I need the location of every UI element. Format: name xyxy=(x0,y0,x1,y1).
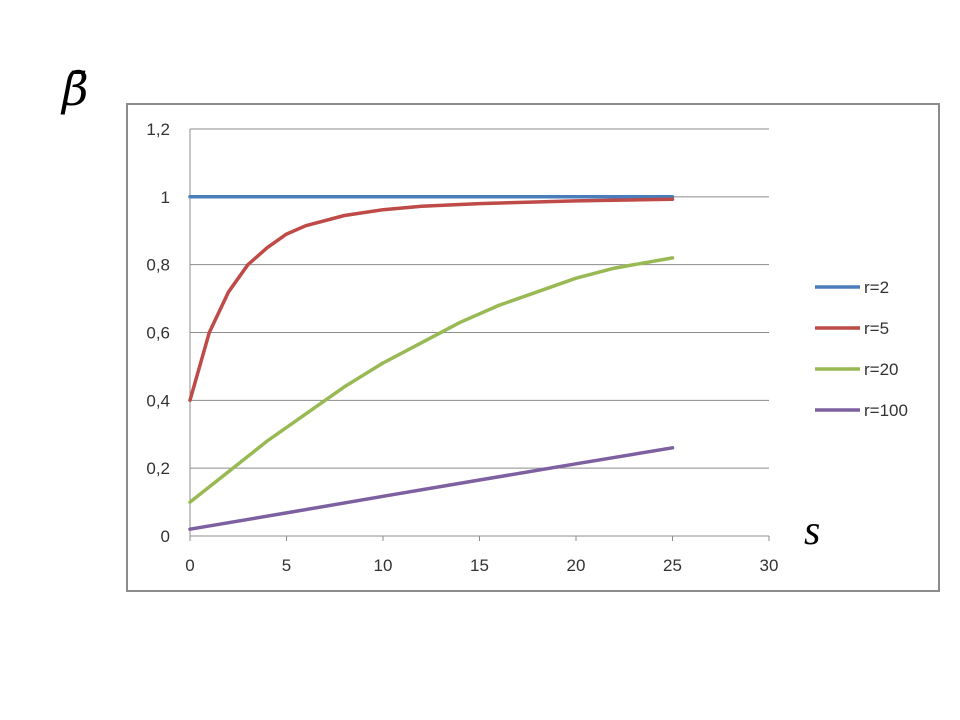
x-tick-label: 25 xyxy=(663,556,682,575)
series-line-r-100 xyxy=(188,446,675,531)
series-lines xyxy=(188,195,675,531)
y-tick-label: 1,2 xyxy=(146,120,170,139)
x-tick-label: 0 xyxy=(185,556,194,575)
y-tick-label: 1 xyxy=(161,188,170,207)
x-tick-label: 30 xyxy=(760,556,779,575)
series-line-r-20 xyxy=(188,256,675,504)
x-tick-label: 15 xyxy=(470,556,489,575)
x-axis-label: s xyxy=(804,508,821,554)
x-tick-label: 5 xyxy=(282,556,291,575)
legend-label: r=100 xyxy=(864,401,908,420)
y-tick-label: 0 xyxy=(161,527,170,546)
x-tick-label: 20 xyxy=(567,556,586,575)
gridlines xyxy=(190,128,769,469)
chart-frame xyxy=(126,103,940,592)
y-tick-label: 0,6 xyxy=(146,324,170,343)
legend-label: r=5 xyxy=(864,319,889,338)
x-tick-label: 10 xyxy=(374,556,393,575)
y-tick-label: 0,4 xyxy=(146,391,170,410)
tick-labels: 0 0,2 0,4 0,6 0,8 1 1,2 0 5 10 15 20 25 30 xyxy=(146,120,778,575)
y-tick-label: 0,2 xyxy=(146,459,170,478)
y-axis-label: β̄ xyxy=(62,62,89,116)
series-line-r-5 xyxy=(188,197,675,403)
y-tick-label: 0,8 xyxy=(146,256,170,275)
legend-label: r=20 xyxy=(864,360,899,379)
legend: r=2 r=5 r=20 r=100 xyxy=(815,278,908,420)
legend-label: r=2 xyxy=(864,278,889,297)
